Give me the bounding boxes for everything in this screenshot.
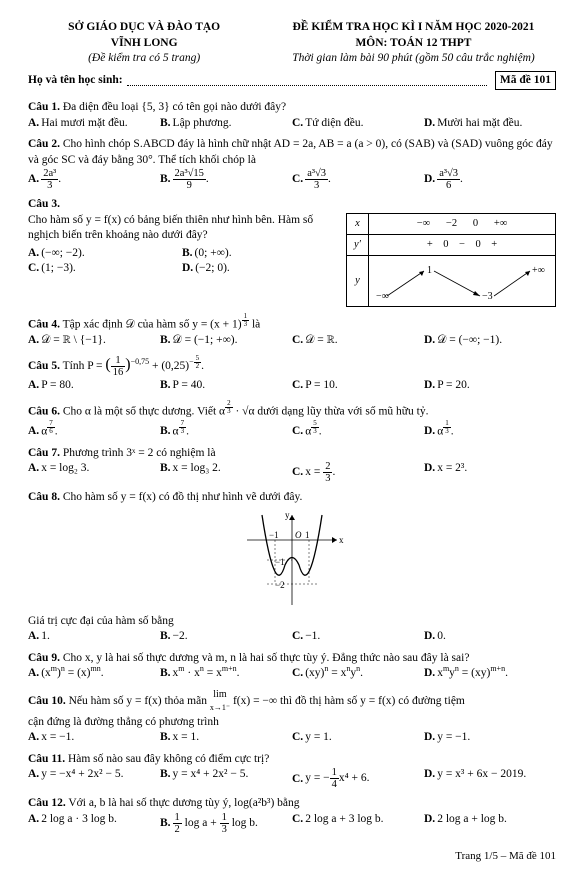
graph-q8: x y O −1 1 −1 −2 (237, 510, 347, 610)
pages: (Đề kiểm tra có 5 trang) (28, 51, 260, 67)
q3: Câu 3. Cho hàm số y = f(x) có bảng biến … (28, 197, 556, 307)
svg-text:−3: −3 (482, 291, 493, 301)
svg-text:−1: −1 (275, 557, 285, 567)
q9: Câu 9. Cho x, y là hai số thực dương và … (28, 651, 556, 682)
q2: Câu 2. Cho hình chóp S.ABCD đáy là hình … (28, 137, 556, 191)
svg-text:−∞: −∞ (376, 291, 389, 301)
q4: Câu 4. Tập xác định 𝒟 của hàm số y = (x … (28, 313, 556, 349)
svg-text:+∞: +∞ (532, 265, 545, 276)
svg-text:−1: −1 (269, 530, 279, 540)
student-label: Họ và tên học sinh: (28, 73, 123, 89)
q7: Câu 7. Phương trình 3ˣ = 2 có nghiệm là … (28, 446, 556, 485)
q8: Câu 8. Cho hàm số y = f(x) có đồ thị như… (28, 490, 556, 645)
header: SỞ GIÁO DỤC VÀ ĐÀO TẠO VĨNH LONG (Đề kiể… (28, 20, 556, 67)
svg-text:y: y (285, 510, 290, 520)
org2: VĨNH LONG (28, 36, 260, 52)
svg-text:O: O (295, 530, 302, 540)
title2: MÔN: TOÁN 12 THPT (271, 36, 556, 52)
exam-code: Mã đề 101 (495, 71, 556, 91)
footer: Trang 1/5 – Mã đề 101 (28, 849, 556, 864)
duration: Thời gian làm bài 90 phút (gồm 50 câu tr… (271, 51, 556, 67)
variation-arrows: 1 +∞ −∞ −3 (372, 261, 552, 301)
variation-table: x−∞ −2 0 +∞ y′ + 0 − 0 + y 1 +∞ −∞ −3 (346, 213, 556, 307)
q12: Câu 12. Với a, b là hai số thực dương tù… (28, 796, 556, 835)
student-dots (127, 75, 487, 86)
q10: Câu 10. Nếu hàm số y = f(x) thỏa mãn lim… (28, 688, 556, 746)
q5: Câu 5. Tính P = (116)−0,75 + (0,25)−52. … (28, 354, 556, 393)
org1: SỞ GIÁO DỤC VÀ ĐÀO TẠO (28, 20, 260, 36)
q6: Câu 6. Cho α là một số thực dương. Viết … (28, 400, 556, 440)
svg-text:1: 1 (427, 265, 432, 276)
svg-text:x: x (339, 535, 344, 545)
q11: Câu 11. Hàm số nào sau đây không có điểm… (28, 752, 556, 791)
svg-text:−2: −2 (275, 580, 285, 590)
q1: Câu 1. Đa diện đều loại {5, 3} có tên gọ… (28, 100, 556, 131)
title1: ĐỀ KIỂM TRA HỌC KÌ I NĂM HỌC 2020-2021 (271, 20, 556, 36)
svg-text:1: 1 (305, 530, 310, 540)
student-line: Họ và tên học sinh: Mã đề 101 (28, 71, 556, 91)
